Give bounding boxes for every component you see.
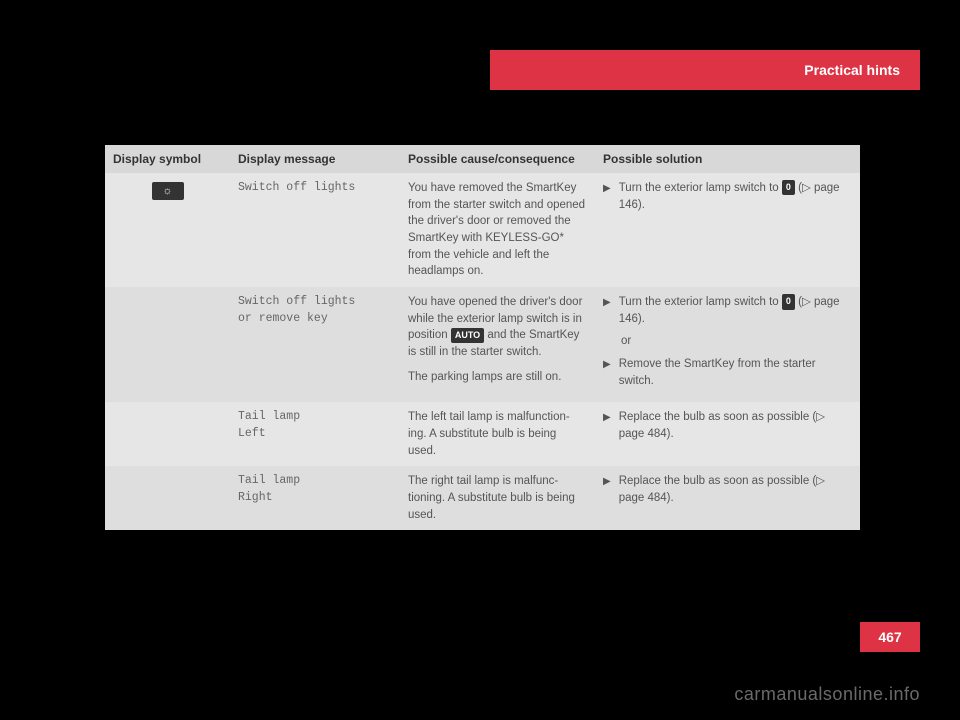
solution-text: Turn the exterior lamp switch to 0 (▷ pa…: [619, 180, 852, 213]
table-row: Tail lamp Left The left tail lamp is mal…: [105, 402, 860, 466]
solution-item: ▶ Replace the bulb as soon as possible (…: [603, 473, 852, 506]
cell-symbol: [105, 402, 230, 466]
cell-message: Switch off lights or remove key: [230, 287, 400, 402]
cell-symbol: ☼: [105, 173, 230, 287]
cell-cause: You have opened the driver's door while …: [400, 287, 595, 402]
cell-message: Switch off lights: [230, 173, 400, 287]
table-row: Switch off lights or remove key You have…: [105, 287, 860, 402]
th-symbol: Display symbol: [105, 145, 230, 173]
solution-or: or: [603, 333, 852, 350]
cell-symbol: [105, 287, 230, 402]
watermark: carmanualsonline.info: [734, 684, 920, 705]
lamp-icon: ☼: [152, 182, 184, 200]
solution-text: Replace the bulb as soon as possible (▷ …: [619, 409, 852, 442]
th-solution: Possible solution: [595, 145, 860, 173]
solution-item: ▶ Remove the SmartKey from the starter s…: [603, 356, 852, 389]
cell-solution: ▶ Replace the bulb as soon as possible (…: [595, 402, 860, 466]
cell-solution: ▶ Replace the bulb as soon as possible (…: [595, 466, 860, 530]
display-messages-table: Display symbol Display message Possible …: [105, 145, 860, 530]
header-title: Practical hints: [804, 62, 900, 78]
cell-symbol: [105, 466, 230, 530]
solution-item: ▶ Replace the bulb as soon as possible (…: [603, 409, 852, 442]
bullet-arrow-icon: ▶: [603, 358, 611, 389]
table-row: ☼ Switch off lights You have removed the…: [105, 173, 860, 287]
th-cause: Possible cause/consequence: [400, 145, 595, 173]
cell-solution: ▶ Turn the exterior lamp switch to 0 (▷ …: [595, 287, 860, 402]
cell-message: Tail lamp Left: [230, 402, 400, 466]
solution-text: Turn the exterior lamp switch to 0 (▷ pa…: [619, 294, 852, 327]
cause-paragraph: You have opened the driver's door while …: [408, 294, 587, 361]
bullet-arrow-icon: ▶: [603, 182, 611, 213]
cell-cause: The right tail lamp is malfunc-tioning. …: [400, 466, 595, 530]
bullet-arrow-icon: ▶: [603, 475, 611, 506]
position-badge: 0: [782, 294, 795, 309]
bullet-arrow-icon: ▶: [603, 296, 611, 327]
solution-text: Replace the bulb as soon as possible (▷ …: [619, 473, 852, 506]
solution-item: ▶ Turn the exterior lamp switch to 0 (▷ …: [603, 180, 852, 213]
auto-badge: AUTO: [451, 328, 484, 343]
header-bar: Practical hints: [490, 50, 920, 90]
solution-item: ▶ Turn the exterior lamp switch to 0 (▷ …: [603, 294, 852, 327]
cause-paragraph: The parking lamps are still on.: [408, 369, 587, 386]
cell-cause: The left tail lamp is malfunction-ing. A…: [400, 402, 595, 466]
cell-cause: You have removed the SmartKey from the s…: [400, 173, 595, 287]
bullet-arrow-icon: ▶: [603, 411, 611, 442]
page-number-badge: 467: [860, 622, 920, 652]
table-row: Tail lamp Right The right tail lamp is m…: [105, 466, 860, 530]
th-message: Display message: [230, 145, 400, 173]
cell-message: Tail lamp Right: [230, 466, 400, 530]
position-badge: 0: [782, 180, 795, 195]
cell-solution: ▶ Turn the exterior lamp switch to 0 (▷ …: [595, 173, 860, 287]
table-header-row: Display symbol Display message Possible …: [105, 145, 860, 173]
solution-text: Remove the SmartKey from the starter swi…: [619, 356, 852, 389]
